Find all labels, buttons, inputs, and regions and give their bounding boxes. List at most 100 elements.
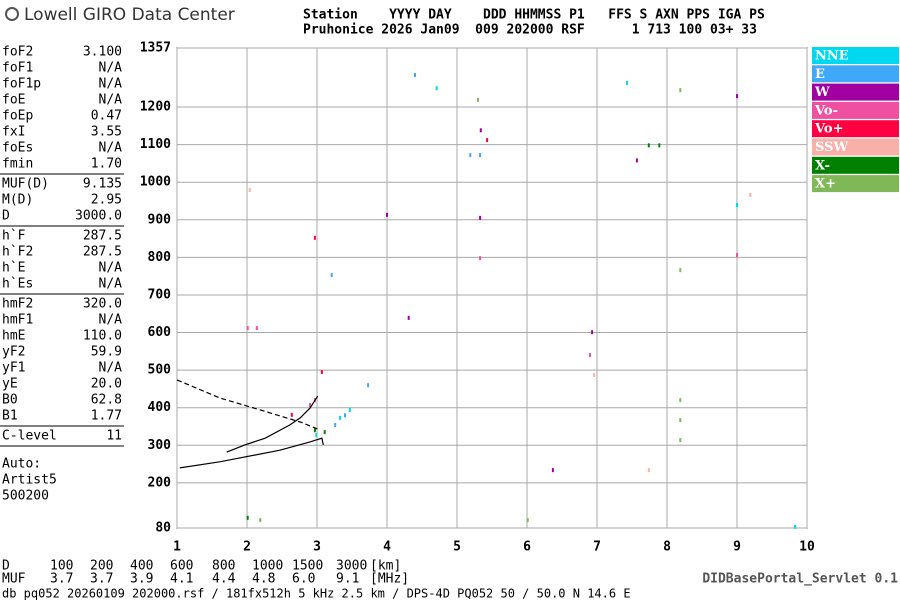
param-name: hmF2 bbox=[2, 297, 33, 312]
legend-label: SSW bbox=[815, 140, 848, 155]
x-tick-label: 8 bbox=[663, 540, 671, 555]
auto-text: Artist5 bbox=[2, 473, 57, 488]
echo-point bbox=[435, 86, 438, 91]
param-value: 3000.0 bbox=[75, 209, 122, 224]
echo-point bbox=[749, 192, 752, 197]
footer-muf: [MHz] bbox=[370, 572, 409, 587]
param-value: 62.8 bbox=[91, 393, 122, 408]
footer-muf: 3.9 bbox=[130, 572, 153, 587]
legend-swatch bbox=[812, 47, 899, 64]
param-name: B1 bbox=[2, 409, 18, 424]
param-value: 1.70 bbox=[91, 157, 122, 172]
legend-label: W bbox=[814, 85, 830, 100]
footer-info: db pq052 20260109 202000.rsf / 181fx512h… bbox=[2, 587, 631, 600]
param-value: 1.77 bbox=[91, 409, 122, 424]
param-name: yF1 bbox=[2, 361, 25, 376]
param-value: 9.135 bbox=[83, 177, 122, 192]
echo-point bbox=[479, 215, 482, 220]
profile-trace bbox=[176, 379, 321, 431]
echo-point bbox=[679, 268, 682, 273]
echo-point bbox=[479, 128, 482, 133]
header-line: Pruhonice 2026 Jan09 009 202000 RSF 1 71… bbox=[303, 23, 757, 38]
echo-point bbox=[635, 158, 638, 163]
param-name: yE bbox=[2, 377, 18, 392]
echo-point bbox=[679, 438, 682, 443]
footer-d: 800 bbox=[212, 559, 235, 574]
footer-label: MUF bbox=[2, 572, 26, 587]
profile-trace bbox=[226, 395, 319, 453]
param-value: N/A bbox=[99, 313, 123, 328]
legend-swatch bbox=[812, 156, 899, 174]
y-tick-label: 400 bbox=[148, 400, 172, 415]
echo-point bbox=[679, 88, 682, 93]
param-name: yF2 bbox=[2, 345, 25, 360]
footer-d: 1500 bbox=[292, 559, 323, 574]
param-value: 287.5 bbox=[83, 245, 122, 260]
param-value: 20.0 bbox=[91, 377, 122, 392]
echo-point bbox=[313, 428, 316, 433]
param-name: M(D) bbox=[2, 193, 33, 208]
echo-point bbox=[479, 256, 482, 261]
legend-swatch bbox=[812, 83, 899, 101]
auto-text: 500200 bbox=[2, 489, 49, 504]
legend-swatch bbox=[812, 120, 899, 138]
x-tick-label: 4 bbox=[383, 540, 391, 555]
x-tick-label: 9 bbox=[733, 540, 741, 555]
y-tick-label: 300 bbox=[148, 438, 172, 453]
x-tick-label: 2 bbox=[243, 540, 251, 555]
param-value: 110.0 bbox=[83, 329, 122, 344]
echo-point bbox=[479, 153, 482, 158]
footer-muf: 4.1 bbox=[170, 572, 193, 587]
echo-point bbox=[736, 203, 738, 208]
legend-label: E bbox=[815, 67, 825, 82]
echo-point bbox=[259, 518, 262, 523]
echo-point bbox=[469, 153, 472, 158]
legend-label: Vo+ bbox=[814, 122, 843, 137]
echo-point bbox=[348, 407, 351, 412]
y-tick-label: 1000 bbox=[140, 175, 171, 190]
y-tick-label: 80 bbox=[155, 521, 171, 536]
x-tick-label: 5 bbox=[453, 540, 461, 555]
echo-point bbox=[290, 412, 293, 417]
param-name: D bbox=[2, 209, 10, 224]
echo-point bbox=[658, 143, 661, 148]
header-line: Station YYYY DAY DDD HHMMSS P1 FFS S AXN… bbox=[303, 8, 765, 23]
echo-point bbox=[591, 330, 594, 335]
footer-d: [km] bbox=[370, 559, 401, 574]
legend-label: Vo- bbox=[814, 103, 838, 118]
y-tick-label: 1200 bbox=[140, 100, 171, 115]
param-name: foF1 bbox=[2, 61, 33, 76]
echo-point bbox=[334, 423, 337, 428]
echo-point bbox=[320, 370, 323, 375]
param-value: 3.100 bbox=[83, 45, 122, 60]
param-value: 2.95 bbox=[91, 193, 122, 208]
echo-point bbox=[593, 373, 596, 378]
legend-swatch bbox=[812, 101, 899, 119]
legend-label: NNE bbox=[815, 49, 849, 64]
footer-d: 3000 bbox=[336, 559, 367, 574]
param-value: N/A bbox=[99, 277, 123, 292]
y-tick-label: 200 bbox=[148, 475, 172, 490]
param-name: h`E bbox=[2, 261, 25, 276]
y-tick-label: 600 bbox=[148, 325, 172, 340]
x-tick-label: 3 bbox=[313, 540, 321, 555]
echo-point bbox=[794, 524, 797, 529]
y-tick-label: 900 bbox=[148, 212, 172, 227]
echo-point bbox=[736, 253, 738, 258]
footer-d: 200 bbox=[90, 559, 113, 574]
servlet: DIDBasePortal_Servlet 0.1 bbox=[702, 572, 898, 587]
echo-point bbox=[647, 143, 650, 148]
y-tick-label: 700 bbox=[148, 287, 172, 302]
param-value: 3.55 bbox=[91, 125, 122, 140]
echo-point bbox=[386, 212, 388, 217]
legend-label: X+ bbox=[815, 177, 836, 192]
echo-point bbox=[679, 398, 682, 403]
echo-point bbox=[330, 273, 333, 278]
param-name: foEp bbox=[2, 109, 33, 124]
x-tick-label: 1 bbox=[173, 540, 181, 555]
echo-point bbox=[486, 138, 489, 143]
brand: Lowell GIRO Data Center bbox=[24, 5, 235, 25]
echo-point bbox=[344, 413, 346, 418]
